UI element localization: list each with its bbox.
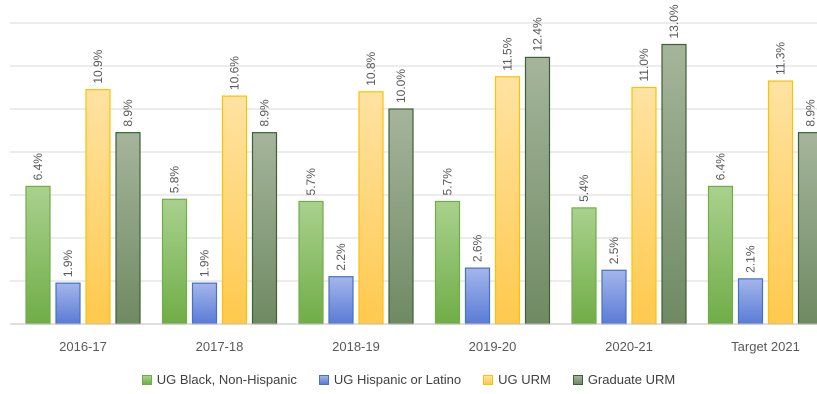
- data-label: 2.5%: [607, 237, 621, 265]
- legend-item: UG Hispanic or Latino: [318, 372, 462, 387]
- x-tick-label: 2016-17: [59, 339, 107, 354]
- data-label: 5.8%: [168, 166, 182, 194]
- data-label: 11.0%: [637, 48, 651, 81]
- bar: [737, 278, 764, 325]
- data-label: 1.9%: [61, 249, 75, 277]
- bar: [298, 200, 324, 325]
- bar: [707, 185, 734, 325]
- bar: [601, 269, 627, 325]
- bar: [55, 282, 81, 325]
- bar: [434, 200, 461, 325]
- legend-label: UG Hispanic or Latino: [333, 372, 462, 387]
- data-label: 5.4%: [577, 174, 591, 202]
- data-label: 8.9%: [121, 99, 135, 127]
- legend-label: UG URM: [498, 372, 551, 387]
- bar: [85, 89, 111, 325]
- data-label: 13.0%: [667, 4, 681, 38]
- data-label: 8.9%: [258, 99, 272, 127]
- data-label: 6.4%: [714, 153, 728, 181]
- bar: [661, 43, 687, 325]
- bar: [358, 91, 384, 325]
- bar: [388, 108, 414, 325]
- data-label: 8.9%: [804, 99, 817, 127]
- bar: [797, 132, 817, 325]
- bar: [464, 267, 491, 325]
- bar: [161, 198, 188, 325]
- data-label: 10.6%: [228, 56, 242, 90]
- legend-swatch: [483, 374, 494, 385]
- bar: [25, 185, 51, 325]
- data-label: 5.7%: [304, 168, 318, 196]
- data-label: 2.1%: [744, 245, 758, 273]
- bar: [191, 282, 218, 325]
- legend-label: UG Black, Non-Hispanic: [156, 372, 297, 387]
- legend-label: Graduate URM: [587, 372, 676, 387]
- data-label: 5.7%: [441, 168, 455, 196]
- data-label: 10.9%: [91, 49, 105, 83]
- bar: [494, 76, 521, 325]
- data-label: 10.8%: [364, 51, 378, 85]
- data-label: 12.4%: [531, 17, 545, 51]
- bar: [631, 86, 657, 325]
- legend-swatch: [572, 374, 583, 385]
- legend-item: UG URM: [483, 372, 551, 387]
- bar: [524, 56, 551, 325]
- x-tick-label: Target 2021: [731, 339, 800, 354]
- x-tick-label: 2018-19: [332, 339, 380, 354]
- x-tick-label: 2019-20: [469, 339, 517, 354]
- x-axis: 2016-17 2017-18 2018-19 2019-20 2020-21 Targe…: [10, 323, 817, 354]
- data-label: 6.4%: [31, 153, 45, 181]
- data-label: 11.3%: [774, 42, 788, 75]
- legend-item: UG Black, Non-Hispanic: [141, 372, 297, 387]
- bar: [221, 95, 248, 325]
- legend-swatch: [318, 374, 329, 385]
- data-label: 2.2%: [334, 243, 348, 271]
- bar: [115, 132, 141, 325]
- bars: 6.4% 1.9% 10.9% 8.9% 5.8% 1.9% 10.6% 8.9% 5.7% 2.…: [25, 4, 817, 325]
- legend: UG Black, Non-Hispanic UG Hispanic or Lat…: [0, 372, 817, 387]
- legend-item: Graduate URM: [572, 372, 676, 387]
- data-label: 11.5%: [501, 37, 515, 70]
- data-label: 1.9%: [198, 249, 212, 277]
- bar: [328, 276, 354, 325]
- x-tick-label: 2017-18: [196, 339, 244, 354]
- bar: [571, 207, 597, 325]
- data-label: 10.0%: [394, 69, 408, 103]
- x-tick-label: 2020-21: [605, 339, 653, 354]
- data-label: 2.6%: [471, 234, 485, 262]
- legend-swatch: [141, 374, 152, 385]
- bar: [251, 132, 278, 325]
- bar: [767, 80, 794, 325]
